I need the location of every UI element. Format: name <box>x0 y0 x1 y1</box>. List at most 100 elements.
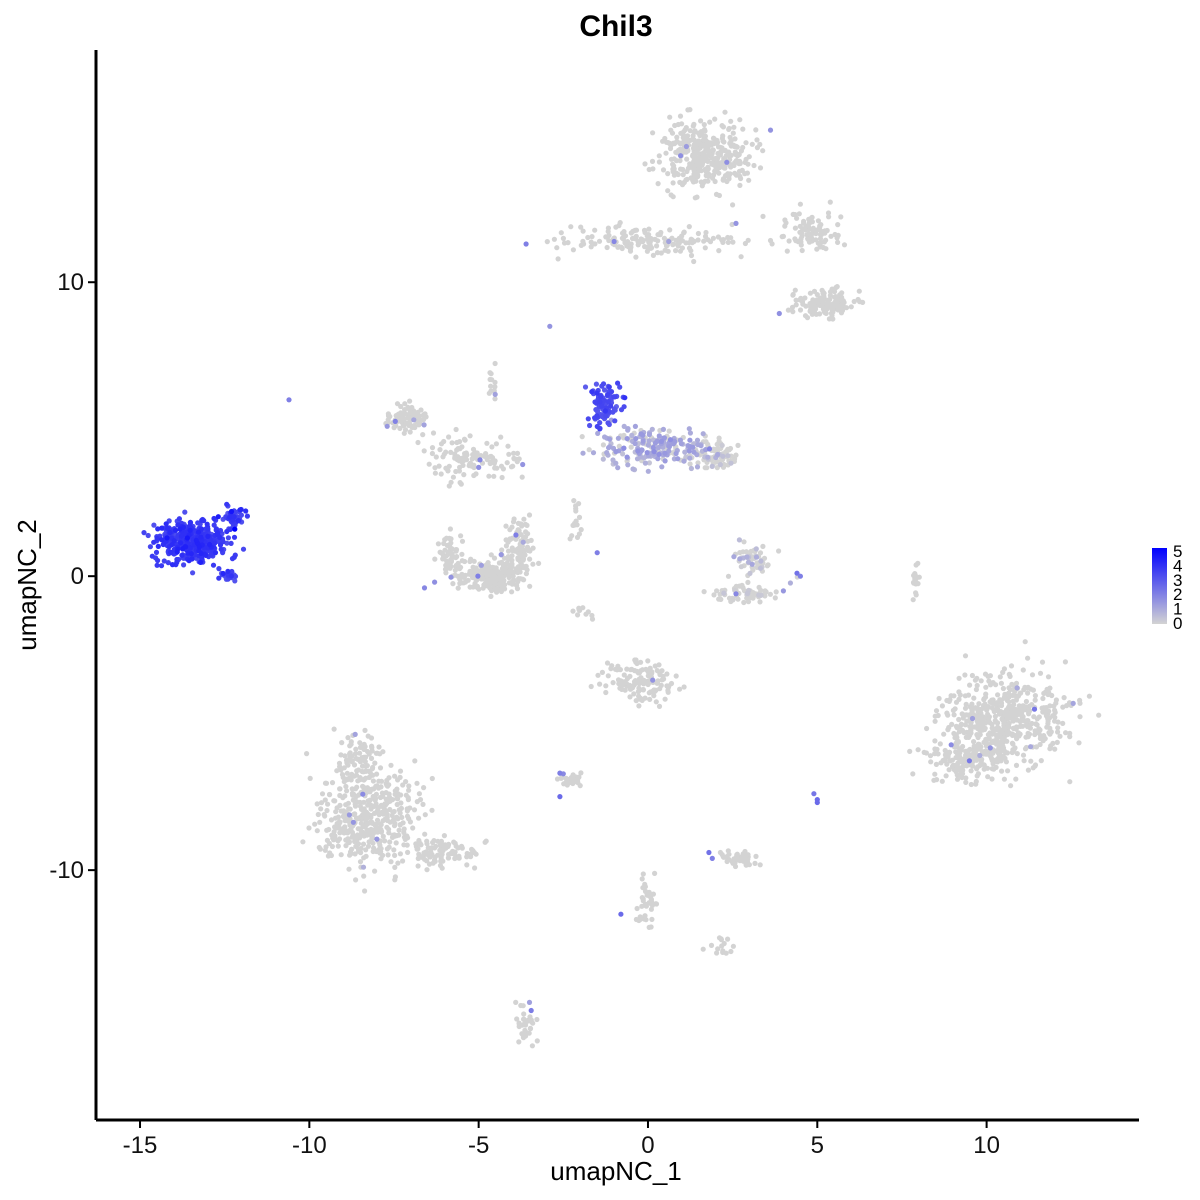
cell-point <box>938 760 944 766</box>
cell-point <box>352 851 358 857</box>
cell-point <box>1013 762 1020 769</box>
cell-point <box>1032 693 1038 699</box>
cell-point <box>642 161 648 167</box>
cell-point <box>753 853 759 860</box>
cell-point <box>353 755 359 762</box>
cell-point <box>784 248 790 254</box>
cell-point <box>526 512 533 518</box>
cell-point <box>982 701 988 707</box>
cell-point <box>642 888 649 895</box>
cell-point <box>720 124 727 130</box>
cell-point <box>984 707 990 713</box>
cell-point <box>376 744 382 750</box>
cell-point <box>837 292 843 298</box>
cell-point <box>440 454 446 460</box>
cell-point <box>417 420 423 427</box>
cell-point <box>377 826 383 832</box>
cell-point <box>454 554 460 560</box>
cell-point <box>989 776 995 782</box>
cell-point <box>974 675 980 681</box>
cell-point <box>477 457 483 463</box>
cell-point <box>797 201 804 207</box>
cell-point <box>1006 704 1012 711</box>
cell-point <box>725 446 731 452</box>
cell-point <box>473 452 479 458</box>
cell-point <box>738 564 744 570</box>
cell-point <box>640 438 646 444</box>
cell-point <box>776 548 782 554</box>
cell-point <box>975 771 982 777</box>
cell-point <box>567 536 573 542</box>
cell-point <box>415 863 421 869</box>
cell-point <box>945 712 951 718</box>
cell-point <box>432 845 438 851</box>
cell-point <box>523 534 529 540</box>
cell-point <box>772 595 778 601</box>
cell-point <box>993 732 999 738</box>
cell-point <box>574 534 581 541</box>
cell-point <box>720 949 726 956</box>
cell-point <box>649 916 655 923</box>
cell-point <box>445 855 451 861</box>
cell-point <box>668 192 674 198</box>
cell-point <box>232 578 238 584</box>
cell-point <box>619 230 626 236</box>
cell-point <box>155 557 161 564</box>
cell-point <box>307 775 313 782</box>
cell-point <box>357 799 363 806</box>
cell-point <box>345 735 351 741</box>
cell-point <box>544 239 550 245</box>
cell-point <box>521 1011 527 1017</box>
cell-point <box>701 238 707 244</box>
cell-point <box>681 684 687 690</box>
cell-point <box>151 539 157 545</box>
cell-point <box>787 580 794 586</box>
cell-point <box>962 712 969 718</box>
cell-point <box>526 1030 532 1036</box>
cell-point <box>353 772 360 778</box>
cell-point <box>412 758 418 764</box>
cell-point <box>986 735 992 741</box>
cell-point <box>796 211 802 217</box>
cell-point <box>402 836 408 843</box>
cell-point <box>599 669 606 676</box>
cell-point <box>378 778 385 784</box>
cell-point <box>800 301 806 307</box>
cell-point <box>640 238 646 244</box>
cell-point-expressing <box>228 508 235 515</box>
cell-point <box>690 123 696 129</box>
cell-point <box>478 453 484 459</box>
cell-point <box>476 586 482 592</box>
points-layer <box>141 107 1102 1049</box>
cell-point <box>397 768 404 774</box>
cell-point <box>1086 693 1092 699</box>
cell-point <box>757 862 763 868</box>
cell-point <box>574 522 580 528</box>
cell-point <box>737 556 743 562</box>
cell-point <box>155 543 161 550</box>
cell-point <box>464 862 470 868</box>
cell-point <box>709 160 716 166</box>
cell-point <box>421 422 427 428</box>
cell-point <box>650 677 656 683</box>
cell-point <box>347 743 353 749</box>
cell-point <box>739 167 745 173</box>
cell-point <box>393 840 399 846</box>
cell-point <box>623 680 630 686</box>
cell-point <box>825 210 832 216</box>
cell-point <box>520 576 526 582</box>
cell-point <box>205 533 211 540</box>
cell-point <box>505 443 511 449</box>
cell-point <box>551 236 558 242</box>
x-tick-label: -15 <box>123 1132 158 1159</box>
cell-point <box>1010 698 1016 704</box>
cell-point-expressing <box>286 397 292 403</box>
cell-point <box>646 460 653 466</box>
cell-point <box>587 422 593 429</box>
cell-point <box>933 708 940 714</box>
cell-point <box>986 678 992 684</box>
cell-point <box>671 156 677 162</box>
cell-point <box>225 535 231 541</box>
cell-point <box>834 303 840 309</box>
